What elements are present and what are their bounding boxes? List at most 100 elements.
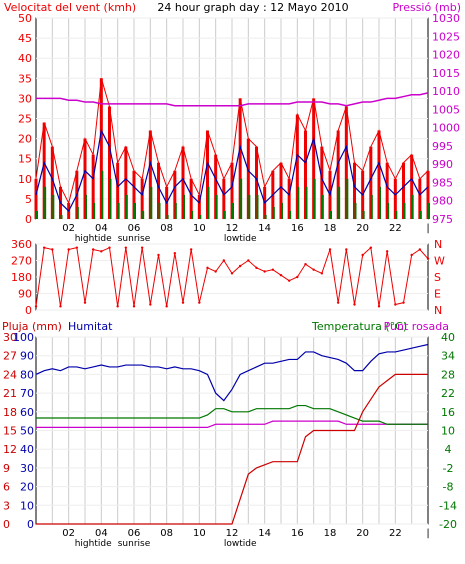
- temp-tick-label: 16: [441, 406, 455, 419]
- rain-tick-label: 0: [3, 518, 10, 531]
- x-tick-label: 02: [62, 223, 75, 234]
- x-tick-label: 18: [324, 223, 337, 234]
- temp-tick-label: 22: [441, 387, 455, 400]
- y-tick-label-right: 1030: [432, 12, 460, 25]
- direction-point: [214, 270, 217, 273]
- direction-point: [116, 305, 119, 308]
- direction-point: [140, 246, 144, 249]
- direction-point: [402, 301, 405, 304]
- y-tick-label-right: 995: [432, 140, 453, 153]
- humidity-tick-label: 50: [20, 425, 34, 438]
- direction-point: [198, 301, 201, 304]
- direction-point: [345, 248, 348, 251]
- direction-point: [165, 305, 168, 308]
- direction-point: [377, 305, 381, 308]
- humidity-tick-label: 10: [20, 499, 34, 512]
- y-tick-label-right: 1000: [432, 122, 460, 135]
- y-tick-label-right: 1020: [432, 49, 460, 62]
- x-tick-label: 04: [95, 528, 108, 539]
- humidity-tick-label: 100: [13, 331, 34, 344]
- direction-point: [206, 266, 209, 270]
- temp-tick-label: -20: [439, 518, 457, 531]
- y-tick-label: 20: [18, 133, 32, 146]
- rain-tick-label: 12: [3, 443, 17, 456]
- direction-point: [361, 253, 364, 257]
- average-wind-line: [35, 128, 429, 212]
- direction-point: [418, 248, 422, 251]
- y-tick-label: 35: [18, 72, 32, 85]
- x-tick-label: 20: [356, 528, 369, 539]
- gust-line: [35, 78, 429, 205]
- rain-humidity-temp-panel: 3027242118151296301009080706050403020100…: [3, 331, 457, 549]
- y-tick-label: 360: [11, 238, 32, 251]
- direction-point: [222, 259, 226, 262]
- direction-point: [385, 250, 389, 253]
- y-tick-label: 270: [11, 255, 32, 268]
- x-tick-label: 20: [356, 223, 369, 234]
- x-tick-label: 04: [95, 223, 108, 234]
- direction-point: [59, 305, 62, 308]
- annotation-label: lowtide: [224, 234, 257, 244]
- direction-point: [100, 250, 103, 253]
- rain-tick-label: 18: [3, 406, 17, 419]
- y-tick-label: 10: [18, 173, 32, 186]
- rain-tick-label: 30: [3, 331, 17, 344]
- x-tick-label: 16: [291, 223, 304, 234]
- rain-tick-label: 6: [3, 481, 10, 494]
- direction-point: [394, 303, 397, 306]
- y-tick-label-right: 975: [432, 213, 453, 226]
- humidity-tick-label: 40: [20, 443, 34, 456]
- rain-tick-label: 3: [3, 499, 10, 512]
- y-tick-label-right: 980: [432, 195, 453, 208]
- humidity-tick-label: 70: [20, 387, 34, 400]
- x-tick-label: 08: [160, 223, 173, 234]
- direction-point: [353, 303, 356, 306]
- direction-point: [369, 246, 373, 249]
- temp-tick-label: 40: [441, 331, 455, 344]
- direction-point: [67, 248, 70, 251]
- y-tick-label: 50: [18, 12, 32, 25]
- direction-point: [304, 262, 307, 266]
- direction-point: [51, 248, 54, 251]
- x-tick-label: 22: [389, 223, 402, 234]
- direction-point: [157, 253, 160, 257]
- y-tick-label: 30: [18, 92, 32, 105]
- temp-tick-label: 28: [441, 368, 455, 381]
- temp-tick-label: -8: [443, 481, 454, 494]
- y-tick-label: 0: [25, 304, 32, 317]
- x-tick-label: 02: [62, 528, 75, 539]
- direction-point: [83, 301, 87, 304]
- wind-axis-label: Velocitat del vent (kmh): [4, 1, 136, 14]
- x-tick-label: 06: [128, 528, 141, 539]
- compass-label: S: [434, 271, 441, 284]
- x-tick-label: 10: [193, 528, 206, 539]
- y-tick-label: 25: [18, 113, 32, 126]
- direction-point: [279, 273, 283, 277]
- temp-tick-label: 4: [445, 443, 452, 456]
- direction-point: [189, 248, 193, 251]
- annotation-label: sunrise: [118, 234, 151, 244]
- x-tick-label: 18: [324, 528, 337, 539]
- rain-tick-label: 21: [3, 387, 17, 400]
- direction-point: [238, 264, 242, 268]
- annotation-label: hightide: [75, 234, 112, 244]
- direction-point: [230, 272, 234, 275]
- y-tick-label: 40: [18, 52, 32, 65]
- humidity-axis-label: Humitat: [68, 320, 113, 333]
- compass-label: E: [434, 288, 441, 301]
- wind-pressure-panel: 5045403530252015105010301025102010151010…: [18, 12, 460, 244]
- rain-tick-label: 15: [3, 425, 17, 438]
- rain-axis-label: Pluja (mm): [2, 320, 62, 333]
- x-tick-label: |: [426, 223, 429, 234]
- y-tick-label-right: 1005: [432, 103, 460, 116]
- x-tick-label: 10: [193, 223, 206, 234]
- direction-point: [91, 248, 95, 251]
- y-tick-label-right: 1025: [432, 30, 460, 43]
- humidity-tick-label: 30: [20, 462, 34, 475]
- direction-point: [108, 246, 111, 249]
- humidity-tick-label: 20: [20, 481, 34, 494]
- direction-point: [312, 268, 315, 271]
- direction-point: [247, 259, 250, 262]
- y-tick-label: 15: [18, 153, 32, 166]
